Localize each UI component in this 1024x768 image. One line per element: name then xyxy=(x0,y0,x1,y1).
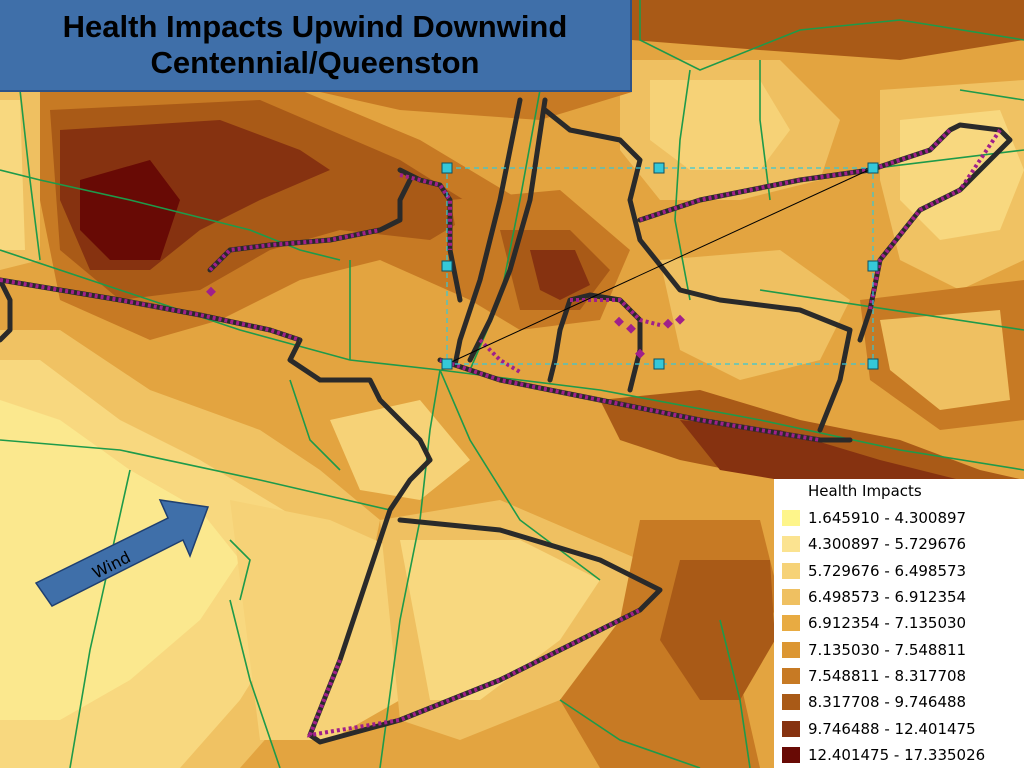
legend-swatch xyxy=(782,720,800,737)
legend-title: Health Impacts xyxy=(808,482,922,500)
map-legend: Health Impacts 1.645910 - 4.300897 4.3008… xyxy=(774,479,1024,768)
legend-label: 8.317708 - 9.746488 xyxy=(808,693,967,712)
selection-handle[interactable] xyxy=(653,162,665,174)
legend-item: 7.135030 - 7.548811 xyxy=(782,636,1024,662)
selection-handle[interactable] xyxy=(867,260,879,272)
legend-label: 5.729676 - 6.498573 xyxy=(808,561,967,580)
selection-handle[interactable] xyxy=(441,162,453,174)
legend-item: 5.729676 - 6.498573 xyxy=(782,558,1024,584)
legend-label: 1.645910 - 4.300897 xyxy=(808,509,967,528)
legend-label: 9.746488 - 12.401475 xyxy=(808,719,976,738)
legend-swatch xyxy=(782,589,800,606)
legend-rows: 1.645910 - 4.300897 4.300897 - 5.729676 5.… xyxy=(782,505,1024,768)
legend-label: 6.498573 - 6.912354 xyxy=(808,588,967,607)
selection-handle[interactable] xyxy=(441,260,453,272)
legend-swatch xyxy=(782,536,800,553)
legend-swatch xyxy=(782,694,800,711)
legend-label: 6.912354 - 7.135030 xyxy=(808,614,967,633)
legend-swatch xyxy=(782,746,800,763)
selection-handle[interactable] xyxy=(867,162,879,174)
legend-label: 4.300897 - 5.729676 xyxy=(808,535,967,554)
legend-item: 4.300897 - 5.729676 xyxy=(782,531,1024,557)
legend-swatch xyxy=(782,615,800,632)
legend-label: 7.548811 - 8.317708 xyxy=(808,666,967,685)
legend-swatch xyxy=(782,641,800,658)
selection-handle[interactable] xyxy=(441,358,453,370)
measurement-points xyxy=(0,128,1002,738)
legend-item: 1.645910 - 4.300897 xyxy=(782,505,1024,531)
selection-handle[interactable] xyxy=(867,358,879,370)
legend-item: 12.401475 - 17.335026 xyxy=(782,742,1024,768)
legend-swatch xyxy=(782,510,800,527)
title-banner: Health Impacts Upwind Downwind Centennia… xyxy=(0,0,632,92)
title-line-2: Centennial/Queenston xyxy=(150,45,480,80)
selection-box[interactable] xyxy=(441,162,879,370)
legend-item: 9.746488 - 12.401475 xyxy=(782,715,1024,741)
legend-label: 7.135030 - 7.548811 xyxy=(808,640,967,659)
legend-item: 6.498573 - 6.912354 xyxy=(782,584,1024,610)
selection-handle[interactable] xyxy=(653,358,665,370)
legend-swatch xyxy=(782,667,800,684)
isolated-points xyxy=(206,286,685,359)
legend-item: 7.548811 - 8.317708 xyxy=(782,663,1024,689)
legend-item: 8.317708 - 9.746488 xyxy=(782,689,1024,715)
legend-swatch xyxy=(782,562,800,579)
legend-label: 12.401475 - 17.335026 xyxy=(808,745,986,764)
wind-arrow: Wind xyxy=(34,499,210,607)
legend-item: 6.912354 - 7.135030 xyxy=(782,610,1024,636)
title-line-1: Health Impacts Upwind Downwind xyxy=(62,9,568,44)
